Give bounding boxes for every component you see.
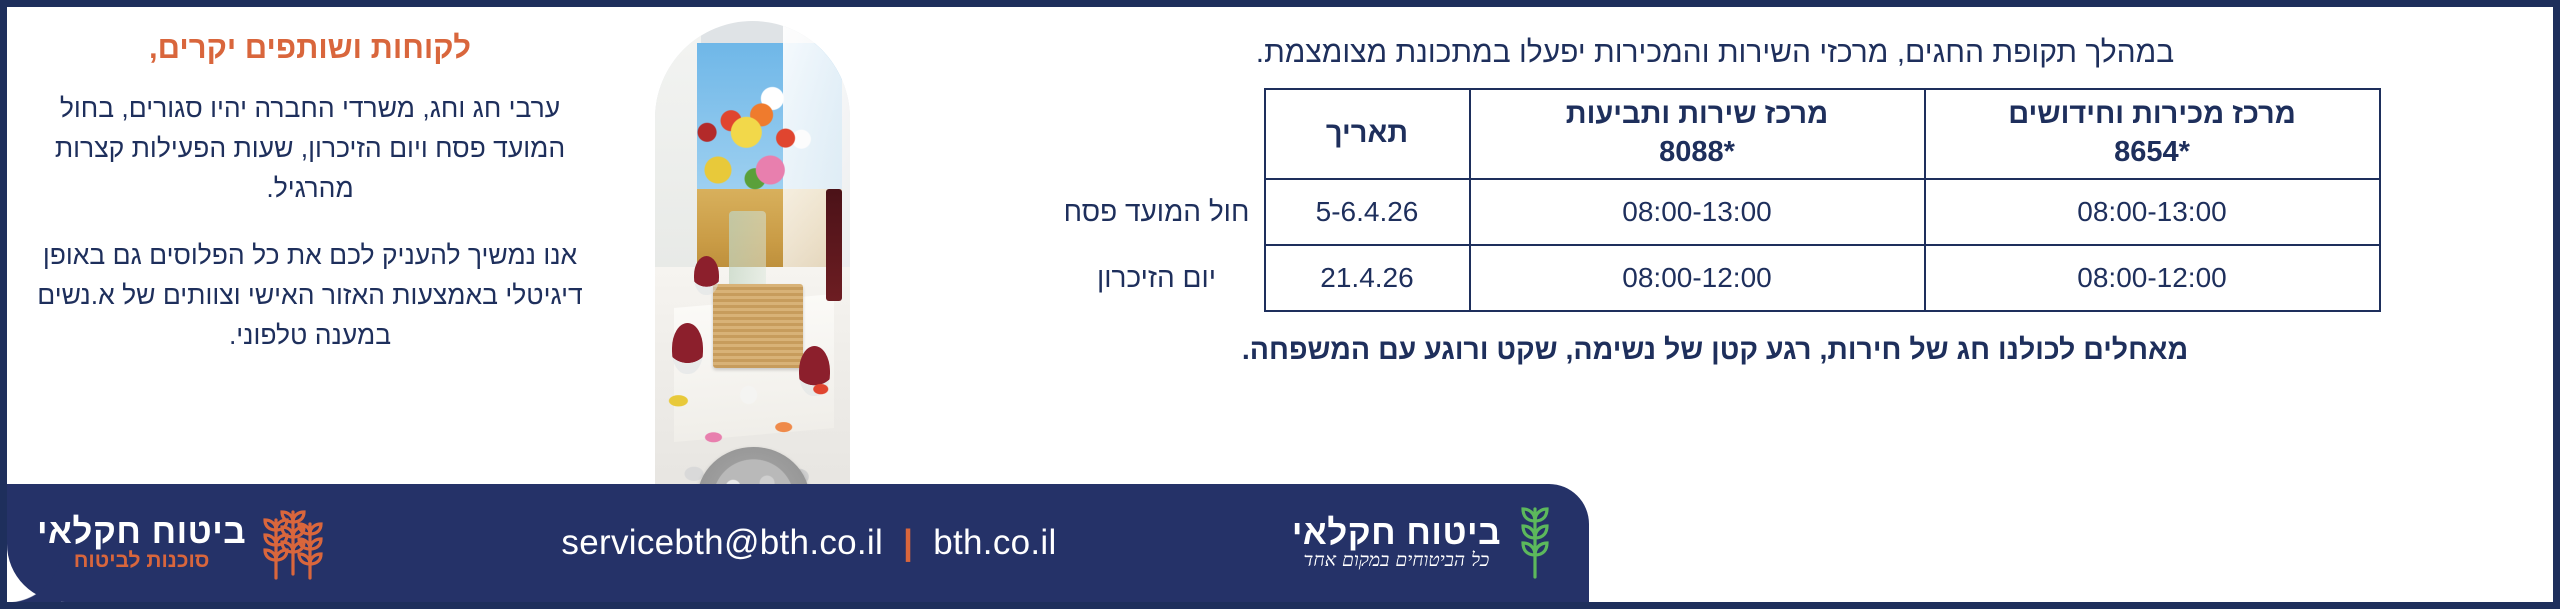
footer-bar: ביטוח חקלאי סוכנות לביטוח servicebth@bth…: [7, 484, 1589, 602]
side-panel-paragraph-2: אנו נמשיך להעניק לכם את כל הפלוסים גם בא…: [37, 239, 583, 351]
cell-service-hours: 08:00-13:00: [1468, 178, 1926, 246]
column-header-sales-center-line2: *8654: [2114, 136, 2190, 168]
photo-wine-glass: [693, 256, 719, 296]
cell-sales-hours: 08:00-13:00: [1923, 178, 2381, 246]
wheat-single-icon: [1515, 501, 1555, 586]
email-link[interactable]: servicebth@bth.co.il: [561, 523, 884, 562]
separator: |: [903, 523, 914, 562]
table-header-row: מרכז מכירות וחידושים *8654 מרכז שירות ות…: [1050, 88, 2381, 180]
brand-subtitle-agency: סוכנות לביטוח: [73, 549, 210, 573]
table-row: 08:00-13:00 08:00-13:00 5-6.4.26 חול המו…: [1049, 178, 2381, 246]
cell-row-label: יום הזיכרון: [1049, 245, 1266, 311]
brand-tagline-insurance: כל הביטוחים במקום אחד: [1303, 549, 1490, 572]
table-row: 08:00-12:00 08:00-12:00 21.4.26 יום הזיכ…: [1049, 244, 2381, 312]
photo-wall: [654, 21, 702, 313]
column-header-sales-center: מרכז מכירות וחידושים *8654: [1923, 88, 2381, 180]
column-header-blank: [1050, 89, 1265, 179]
cell-row-label: חול המועד פסח: [1049, 179, 1266, 245]
column-header-service-center: מרכז שירות ותביעות *8088: [1468, 88, 1926, 180]
cell-date: 5-6.4.26: [1263, 178, 1471, 246]
page-headline: במהלך תקופת החגים, מרכזי השירות והמכירות…: [1255, 36, 2175, 69]
main-content: במהלך תקופת החגים, מרכזי השירות והמכירות…: [877, 7, 2553, 602]
brand-text-agency: ביטוח חקלאי סוכנות לביטוח: [37, 511, 247, 573]
side-panel-title: לקוחות ושותפים יקרים,: [149, 30, 471, 65]
photo-wine-bottle: [826, 189, 842, 301]
side-panel: לקוחות ושותפים יקרים, ערבי חג וחג, משרדי…: [7, 7, 627, 602]
brand-name-agency: ביטוח חקלאי: [37, 511, 247, 551]
brand-text-insurance: ביטוח חקלאי כל הביטוחים במקום אחד: [1291, 512, 1501, 572]
brand-name-insurance: ביטוח חקלאי: [1291, 512, 1501, 552]
brand-lockup-insurance: ביטוח חקלאי כל הביטוחים במקום אחד: [1292, 501, 1555, 586]
column-header-sales-center-line1: מרכז מכירות וחידושים: [2008, 98, 2296, 131]
table-body: 08:00-13:00 08:00-13:00 5-6.4.26 חול המו…: [1049, 178, 2381, 312]
brand-lockup-agency: ביטוח חקלאי סוכנות לביטוח: [37, 500, 326, 587]
contact-info: servicebth@bth.co.il | bth.co.il: [561, 523, 1056, 563]
closing-message: מאחלים לכולנו חג של חירות, רגע קטן של נש…: [1241, 334, 2189, 366]
holiday-hours-table: מרכז מכירות וחידושים *8654 מרכז שירות ות…: [1049, 88, 2381, 312]
photo-flower-bouquet: [693, 82, 803, 229]
column-header-date: תאריך: [1263, 88, 1471, 180]
website-link[interactable]: bth.co.il: [933, 523, 1057, 562]
cell-sales-hours: 08:00-12:00: [1923, 244, 2381, 312]
wheat-triple-icon: [260, 500, 326, 587]
cell-date: 21.4.26: [1263, 244, 1471, 312]
column-header-service-center-line1: מרכז שירות ותביעות: [1565, 98, 1829, 131]
table-head: מרכז מכירות וחידושים *8654 מרכז שירות ות…: [1050, 88, 2381, 180]
photo-matzo-stack: [713, 284, 803, 369]
side-panel-paragraph-1: ערבי חג וחג, משרדי החברה יהיו סגורים, בח…: [54, 92, 566, 204]
column-header-service-center-line2: *8088: [1659, 136, 1735, 168]
cell-service-hours: 08:00-12:00: [1468, 244, 1926, 312]
